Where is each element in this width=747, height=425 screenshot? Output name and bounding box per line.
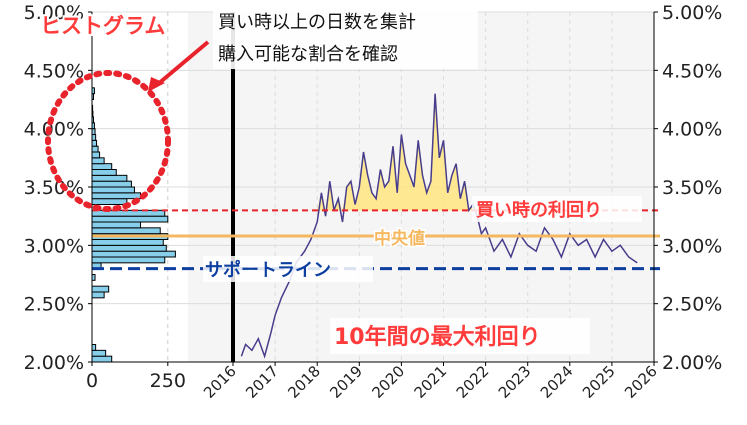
support-label-bg xyxy=(203,256,373,282)
histogram-bar xyxy=(91,215,169,223)
fill-above-buy-line xyxy=(241,93,638,211)
left-y-tick-label: 4.50% xyxy=(24,60,84,82)
left-y-tick-label: 2.00% xyxy=(24,352,84,374)
max-yield-label: 10年間の最大利回り xyxy=(334,324,541,350)
reference-lines xyxy=(92,12,660,362)
annotation-arrow-line xyxy=(156,40,210,86)
histogram-bar xyxy=(91,192,142,200)
right-y-tick-label: 5.00% xyxy=(662,2,722,24)
histogram-bar xyxy=(91,151,101,159)
note-box xyxy=(213,4,478,69)
note-line-1: 買い時以上の日数を集計 xyxy=(218,12,416,33)
histogram-bar xyxy=(91,256,166,264)
fill-area xyxy=(241,93,638,211)
note-line-2: 購入可能な割合を確認 xyxy=(218,44,398,65)
buy-yield-label: 買い時の利回り xyxy=(476,199,602,221)
histogram-bar xyxy=(91,239,164,246)
annotation-arrow-head xyxy=(148,77,165,92)
histogram-bar xyxy=(91,134,97,141)
right-y-tick-label: 2.50% xyxy=(662,294,722,316)
histogram-bar xyxy=(91,250,176,258)
left-y-tick-label: 4.00% xyxy=(24,119,84,141)
histogram-bar xyxy=(91,186,135,194)
left-y-tick-label: 2.50% xyxy=(24,294,84,316)
histogram-bar xyxy=(91,355,113,363)
histogram-bar xyxy=(91,169,117,176)
right-y-tick-label: 4.00% xyxy=(662,119,722,141)
right-y-tick-label: 2.00% xyxy=(662,352,722,374)
histogram-bar xyxy=(91,174,128,182)
histogram-bar xyxy=(91,157,105,165)
histogram-bar xyxy=(91,198,128,206)
yield-line-series xyxy=(240,93,638,359)
histogram-bar xyxy=(91,180,132,188)
histogram-bar xyxy=(91,139,98,147)
histogram-bar xyxy=(91,344,97,351)
left-y-tick-label: 5.00% xyxy=(24,2,84,24)
hist-x-tick-label: 250 xyxy=(150,370,186,392)
histogram-bar xyxy=(91,349,107,357)
histogram-bar xyxy=(91,221,142,229)
histogram-bar xyxy=(91,244,167,252)
left-y-tick-label: 3.50% xyxy=(24,177,84,199)
right-y-tick-label: 4.50% xyxy=(662,60,722,82)
support-label: サポートライン xyxy=(205,259,331,281)
hist-x-tick-label: 0 xyxy=(86,370,98,392)
highlight-dotted-circle xyxy=(45,70,171,212)
annotation-layer: ヒストグラム 買い時以上の日数を集計 購入可能な割合を確認 買い時の利回り 中央… xyxy=(38,4,642,354)
histogram-bar xyxy=(91,285,110,293)
median-label: 中央値 xyxy=(374,228,425,249)
buy-yield-label-bg xyxy=(472,196,642,222)
histogram-bar xyxy=(91,145,99,153)
histogram-title-label: ヒストグラム xyxy=(40,14,165,38)
left-y-tick-label: 3.00% xyxy=(24,235,84,257)
histogram-bar xyxy=(91,163,113,171)
right-y-tick-label: 3.50% xyxy=(662,177,722,199)
yield-line xyxy=(240,93,638,359)
histogram-bar xyxy=(91,291,105,299)
right-y-tick-label: 3.00% xyxy=(662,235,722,257)
histogram-bar xyxy=(91,227,161,235)
max-yield-label-bg xyxy=(330,318,590,354)
